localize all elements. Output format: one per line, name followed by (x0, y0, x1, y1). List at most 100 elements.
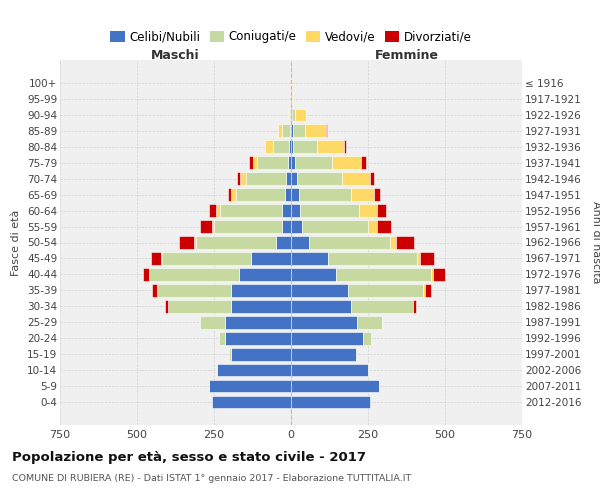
Bar (289, 108, 290, 121)
Bar (237, 172, 240, 185)
Bar (359, 204, 377, 217)
Text: Maschi: Maschi (151, 49, 200, 62)
Bar (220, 204, 282, 217)
Bar (289, 140, 291, 153)
Bar (283, 124, 290, 137)
Bar (217, 364, 291, 376)
Bar (425, 284, 431, 296)
Bar (291, 156, 295, 169)
Bar (295, 156, 332, 169)
Text: Femmine: Femmine (374, 49, 439, 62)
Bar (377, 204, 386, 217)
Bar (370, 172, 374, 185)
Bar (291, 188, 299, 201)
Bar (310, 236, 389, 248)
Bar (194, 236, 196, 248)
Bar (351, 300, 413, 312)
Bar (374, 188, 380, 201)
Y-axis label: Anni di nascita: Anni di nascita (591, 201, 600, 284)
Bar (291, 316, 357, 328)
Bar (351, 188, 374, 201)
Bar (291, 236, 310, 248)
Bar (344, 140, 346, 153)
Bar (290, 124, 291, 137)
Bar (151, 252, 161, 264)
Bar (218, 332, 225, 344)
Bar (275, 236, 291, 248)
Bar (368, 220, 377, 233)
Bar (168, 300, 231, 312)
Bar (286, 172, 291, 185)
Bar (342, 172, 370, 185)
Bar (231, 284, 291, 296)
Bar (209, 380, 291, 392)
Bar (152, 284, 157, 296)
Bar (165, 300, 168, 312)
Bar (291, 140, 293, 153)
Bar (305, 124, 326, 137)
Bar (299, 188, 351, 201)
Bar (209, 204, 215, 217)
Bar (229, 348, 231, 360)
Bar (291, 284, 348, 296)
Bar (348, 284, 424, 296)
Bar (389, 236, 396, 248)
Bar (293, 124, 305, 137)
Bar (396, 236, 414, 248)
Bar (179, 236, 194, 248)
Bar (291, 92, 292, 105)
Bar (356, 348, 357, 360)
Bar (212, 220, 214, 233)
Bar (236, 188, 285, 201)
Bar (212, 396, 291, 408)
Bar (317, 140, 344, 153)
Bar (328, 252, 417, 264)
Bar (161, 252, 251, 264)
Bar (288, 108, 289, 121)
Bar (417, 252, 421, 264)
Bar (297, 172, 342, 185)
Bar (285, 188, 291, 201)
Bar (247, 172, 286, 185)
Bar (377, 220, 391, 233)
Bar (215, 204, 220, 217)
Bar (292, 108, 295, 121)
Bar (291, 108, 292, 121)
Bar (272, 140, 289, 153)
Bar (291, 268, 335, 280)
Bar (293, 140, 317, 153)
Bar (424, 284, 425, 296)
Bar (291, 124, 293, 137)
Bar (291, 220, 302, 233)
Bar (149, 268, 239, 280)
Bar (143, 268, 149, 280)
Bar (291, 300, 351, 312)
Bar (231, 348, 291, 360)
Bar (225, 316, 291, 328)
Bar (421, 252, 434, 264)
Bar (357, 316, 382, 328)
Bar (364, 332, 371, 344)
Bar (250, 156, 253, 169)
Bar (295, 108, 306, 121)
Bar (291, 252, 328, 264)
Legend: Celibi/Nubili, Coniugati/e, Vedovi/e, Divorziati/e: Celibi/Nubili, Coniugati/e, Vedovi/e, Di… (106, 26, 476, 48)
Bar (413, 300, 416, 312)
Bar (292, 92, 293, 105)
Bar (239, 268, 291, 280)
Y-axis label: Fasce di età: Fasce di età (11, 210, 22, 276)
Bar (291, 172, 297, 185)
Bar (291, 364, 368, 376)
Bar (300, 204, 359, 217)
Bar (257, 156, 288, 169)
Bar (332, 156, 361, 169)
Bar (433, 268, 445, 280)
Bar (302, 220, 368, 233)
Bar (282, 220, 291, 233)
Bar (291, 380, 379, 392)
Bar (282, 204, 291, 217)
Bar (291, 396, 370, 408)
Bar (231, 300, 291, 312)
Bar (291, 348, 356, 360)
Bar (253, 156, 257, 169)
